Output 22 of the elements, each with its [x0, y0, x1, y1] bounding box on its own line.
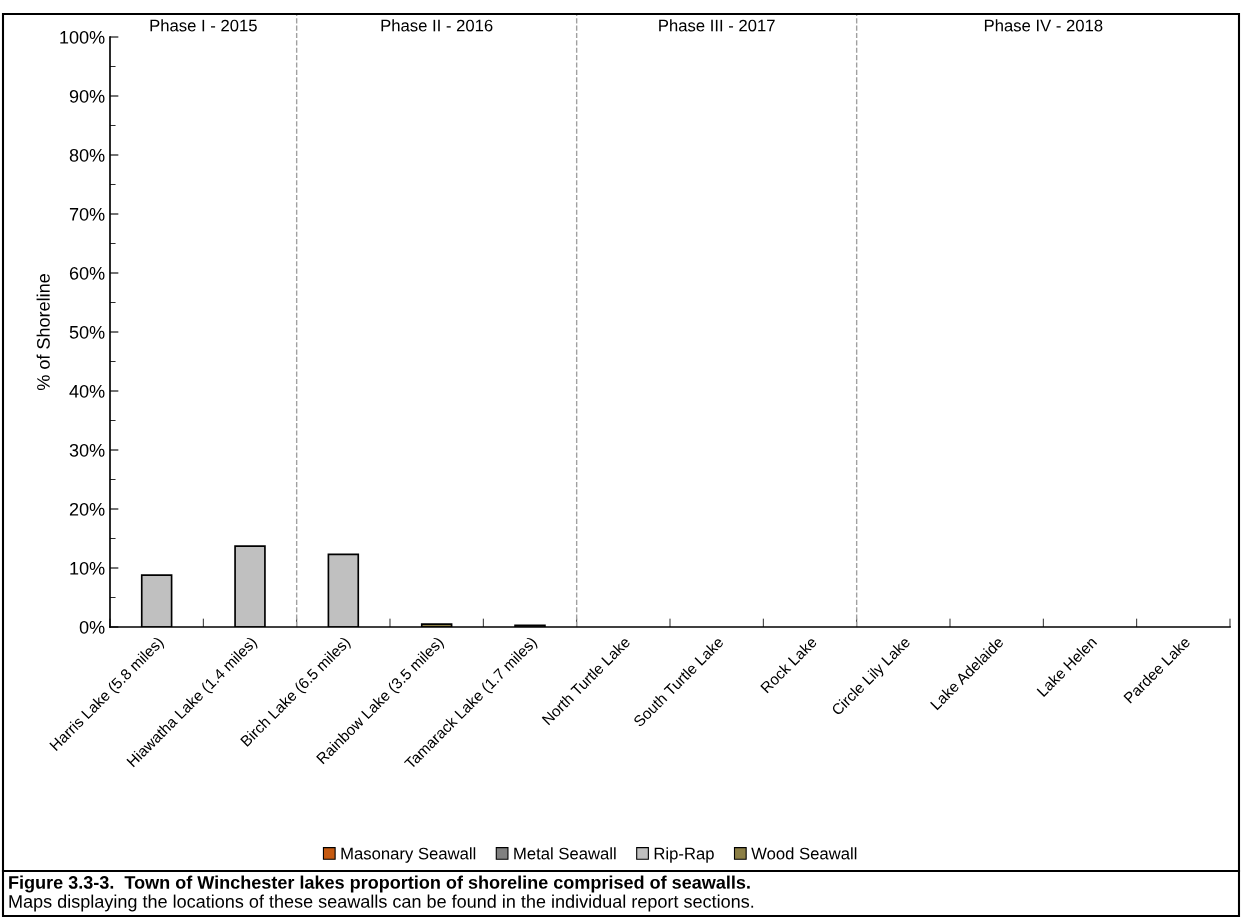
caption: Figure 3.3-3. Town of Winchester lakes proportion of shoreline comprised of seawalls.: [9, 875, 750, 893]
legend-label: Metal Seawall: [514, 847, 616, 860]
legend-label: Wood Seawall: [751, 847, 857, 860]
y-tick-label: 30%: [69, 443, 105, 457]
legend-label: Masonary Seawall: [341, 847, 476, 863]
y-axis-title: % of Shoreline: [36, 274, 50, 391]
y-tick-label: 100%: [60, 30, 105, 44]
text: Maps displaying the locations of these seawalls can be found in the individual report sections.: [9, 894, 754, 912]
y-tick-label: 70%: [69, 207, 105, 221]
y-tick-label: 60%: [69, 266, 105, 280]
legend-label: Rip-Rap: [654, 847, 714, 863]
y-tick-label: 90%: [69, 89, 105, 103]
text: Phase IV - 2018: [984, 19, 1103, 32]
y-tick-label: 20%: [69, 502, 105, 516]
y-tick-label: 40%: [69, 384, 105, 398]
y-tick-label: 50%: [69, 325, 105, 339]
text: Phase III - 2017: [659, 19, 775, 32]
y-tick-label: 80%: [69, 148, 105, 162]
y-tick-label: 0%: [79, 620, 105, 634]
text: Phase II - 2016: [381, 19, 493, 32]
y-tick-label: 10%: [70, 561, 105, 575]
text: Phase I - 2015: [150, 19, 257, 32]
